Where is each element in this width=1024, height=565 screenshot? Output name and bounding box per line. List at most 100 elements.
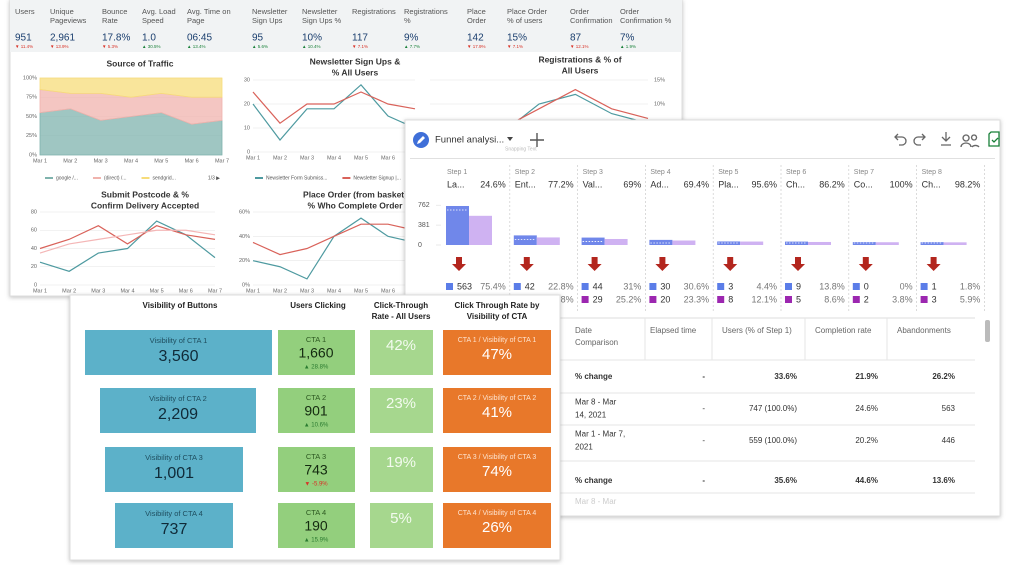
kpi-value: 117 xyxy=(352,33,368,44)
y-tick-label: 60 xyxy=(31,228,37,234)
ctr-tile xyxy=(370,388,433,433)
undo[interactable] xyxy=(894,133,907,146)
kpi-change: ▲ 30.5% xyxy=(142,44,160,49)
table-cell: 563 xyxy=(942,404,956,413)
y-tick-label: 100% xyxy=(23,75,37,81)
compare-abandon-count: 8 xyxy=(728,294,733,304)
y-tick-label: 0 xyxy=(34,282,37,288)
key-current xyxy=(717,283,725,290)
tooltip: Snapping Text xyxy=(505,146,537,152)
ctr-tile xyxy=(370,503,433,548)
x-tick-label: Mar 1 xyxy=(33,288,47,294)
download[interactable] xyxy=(941,132,951,146)
x-tick-label: Mar 3 xyxy=(91,288,105,294)
line xyxy=(39,229,216,254)
compare-abandon-count: 20 xyxy=(660,294,670,304)
abandon-arrow xyxy=(452,257,466,271)
line xyxy=(252,83,416,141)
legend-label: sendgrid... xyxy=(152,175,175,181)
bar-current xyxy=(649,239,673,245)
line xyxy=(252,91,416,125)
kpi-label: Bounce xyxy=(102,7,127,16)
table-cell: Mar 8 - Mar xyxy=(575,398,617,407)
x-tick-label: Mar 1 xyxy=(246,155,260,161)
abandon-arrow xyxy=(519,257,534,271)
kpi-value: 95 xyxy=(252,33,264,44)
kpi-label: % of users xyxy=(507,16,543,25)
abandon-rate: 0% xyxy=(900,281,913,291)
x-tick-label: Mar 2 xyxy=(62,288,76,294)
y-tick-label: 40% xyxy=(239,234,250,240)
legend-pager: 1/3 ▶ xyxy=(208,175,220,181)
step-rate: 98.2% xyxy=(955,179,981,189)
compare-abandon-rate: 25.2% xyxy=(616,294,642,304)
bar-current xyxy=(852,242,876,245)
x-tick-label: Mar 2 xyxy=(273,288,287,294)
step-label: Step 7 xyxy=(854,169,874,176)
bar-compare xyxy=(808,241,831,245)
kpi-label: Order xyxy=(467,16,487,25)
step-name: Co... xyxy=(854,179,873,189)
legend-label: Newsletter Form Submiss... xyxy=(266,175,327,181)
bar-current xyxy=(446,205,469,245)
dropdown[interactable] xyxy=(507,137,513,141)
table-cell: 44.6% xyxy=(855,476,878,485)
table-cell: 35.6% xyxy=(774,476,797,485)
bar-compare xyxy=(672,240,696,245)
key-current xyxy=(920,283,928,290)
x-tick-label: Mar 5 xyxy=(150,288,164,294)
key-compare xyxy=(920,296,928,303)
compare-abandon-rate: 8.6% xyxy=(824,294,845,304)
y-tick-label: 75% xyxy=(26,95,37,101)
kpi-change: ▲ 7.7% xyxy=(404,44,420,49)
step-name: Ent... xyxy=(515,179,536,189)
kpi-change: ▼ 7.1% xyxy=(352,44,368,49)
ctr-value: 19% xyxy=(386,454,416,471)
abandon-rate: 1.8% xyxy=(960,281,981,291)
kpi-label: Page xyxy=(187,16,205,25)
kpi-value: 87 xyxy=(570,33,582,44)
step-name: Val... xyxy=(583,179,603,189)
y-tick-label: 20% xyxy=(239,258,250,264)
key-compare xyxy=(649,296,657,303)
sheets[interactable] xyxy=(988,131,1000,147)
y-tick-label: 0% xyxy=(242,282,250,288)
kpi-change: ▼ 17.9% xyxy=(467,44,485,49)
clicks-change: ▲ 28.8% xyxy=(304,365,329,371)
chart-title: Place Order (from basket) xyxy=(303,189,407,199)
column-header: Click Through Rate by xyxy=(455,301,540,310)
column-header: Click-Through xyxy=(374,301,428,310)
step-label: Step 1 xyxy=(447,169,467,176)
x-tick-label: Mar 7 xyxy=(215,158,229,164)
abandon-count: 3 xyxy=(728,281,733,291)
kpi-label: Confirmation xyxy=(570,16,613,25)
toolbar xyxy=(894,131,1000,148)
key-compare xyxy=(581,296,589,303)
table-cell: - xyxy=(702,436,705,445)
ctr-vis-tile xyxy=(443,330,551,375)
table-cell: Mar 1 - Mar 7, xyxy=(575,430,625,439)
share[interactable] xyxy=(960,134,980,148)
chart-title: Submit Postcode & % xyxy=(101,189,189,199)
compare-abandon-rate: 3.8% xyxy=(892,294,913,304)
abandon-rate: 30.6% xyxy=(684,281,710,291)
kpi-label: Newsletter xyxy=(302,7,338,16)
line xyxy=(39,225,216,250)
x-tick-label: Mar 5 xyxy=(354,288,368,294)
kpi-label: Rate xyxy=(102,16,118,25)
x-tick-label: Mar 6 xyxy=(179,288,193,294)
add-tab[interactable] xyxy=(530,133,544,147)
step-rate: 24.6% xyxy=(480,179,506,189)
visibility-value: 3,560 xyxy=(158,348,198,365)
visibility-tile xyxy=(100,388,256,433)
kpi-change: ▼ 11.4% xyxy=(15,44,33,49)
step-rate: 69.4% xyxy=(684,179,710,189)
scrollbar xyxy=(985,320,990,342)
chart-title: Confirm Delivery Accepted xyxy=(91,200,199,210)
clicks-tile xyxy=(278,503,355,548)
clicks-value: 1,660 xyxy=(298,345,333,361)
table-cell: % change xyxy=(575,476,613,485)
redo[interactable] xyxy=(913,133,926,146)
table-cell: 24.6% xyxy=(855,404,878,413)
clicks-change: ▼ -5.9% xyxy=(304,482,328,488)
